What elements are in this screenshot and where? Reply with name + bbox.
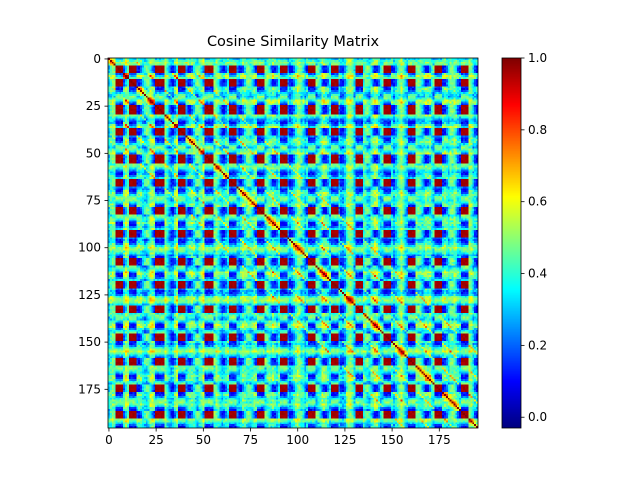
heatmap-matrix	[108, 58, 478, 428]
x-tick-label: 50	[196, 433, 211, 447]
chart-title: Cosine Similarity Matrix	[206, 34, 380, 50]
y-tick-label: 125	[78, 288, 101, 302]
y-tick-label: 0	[93, 52, 101, 66]
colorbar-tick-label: 0.4	[528, 267, 547, 281]
y-tick-label: 100	[78, 241, 101, 255]
colorbar-gradient	[502, 58, 521, 428]
colorbar-tick-label: 0.2	[528, 338, 547, 352]
y-tick-label: 75	[86, 194, 101, 208]
y-tick-label: 175	[78, 382, 101, 396]
y-tick-label: 150	[78, 335, 101, 349]
x-tick-label: 75	[243, 433, 258, 447]
colorbar-tick-label: 0.8	[528, 123, 547, 137]
x-tick-label: 25	[148, 433, 163, 447]
x-tick-label: 125	[333, 433, 356, 447]
x-tick-label: 0	[105, 433, 113, 447]
x-tick-label: 150	[381, 433, 404, 447]
colorbar-tick-label: 1.0	[528, 51, 547, 65]
x-tick-label: 175	[428, 433, 451, 447]
colorbar-tick-label: 0.6	[528, 195, 547, 209]
x-tick-label: 100	[286, 433, 309, 447]
colorbar-frame	[501, 57, 522, 429]
colorbar-tick-label: 0.0	[528, 410, 547, 424]
y-tick-label: 25	[86, 99, 101, 113]
y-tick-label: 50	[86, 146, 101, 160]
heatmap-frame	[107, 57, 479, 429]
